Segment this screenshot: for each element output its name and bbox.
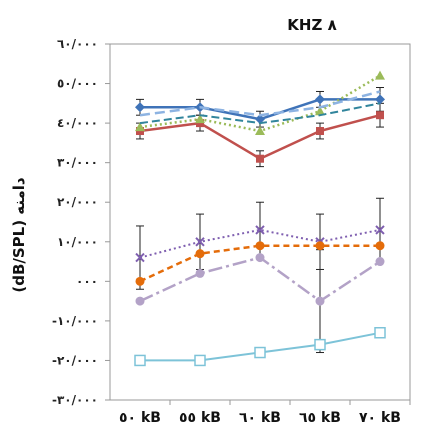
y-tick-label: ٠٠٠ <box>76 274 98 288</box>
y-tick-label: -١٠/٠٠٠ <box>52 314 98 328</box>
data-point <box>135 276 145 286</box>
data-point <box>256 154 264 163</box>
plot-area: ٦٠/٠٠٠ ٥٠/٠٠٠ ٤٠/٠٠٠ ٣٠/٠٠٠ ٢٠/٠٠٠ ١٠/٠٠٠ ٠٠٠ -… <box>52 37 411 426</box>
series-line-5 <box>139 102 381 125</box>
series-line-4 <box>139 90 381 117</box>
series-line-8 <box>139 256 381 303</box>
data-point <box>375 241 385 251</box>
chart-title: KHZ ٨ <box>287 16 336 34</box>
data-point <box>254 346 266 359</box>
data-point <box>315 241 325 251</box>
data-point <box>375 94 385 105</box>
data-point <box>255 126 265 136</box>
x-tick-label: ٥٠ kB <box>119 410 161 426</box>
data-point <box>315 296 325 306</box>
data-point <box>315 106 325 116</box>
data-point <box>135 252 145 263</box>
data-point <box>375 225 385 235</box>
y-tick-label: ٥٠/٠٠٠ <box>57 77 98 91</box>
y-tick-label: -٢٠/٠٠٠ <box>52 353 98 367</box>
y-tick-label: -٣٠/٠٠٠ <box>52 393 98 407</box>
data-point <box>255 114 265 125</box>
series-line-6 <box>139 228 381 259</box>
data-point <box>195 249 205 259</box>
data-point <box>195 114 205 124</box>
data-point <box>255 241 265 251</box>
x-tick-label: ٦٠ kB <box>239 410 281 426</box>
data-point <box>134 354 146 367</box>
data-point <box>375 70 385 80</box>
data-point <box>255 225 265 235</box>
plot-frame <box>109 43 411 401</box>
data-point <box>374 327 386 339</box>
data-point <box>135 122 145 132</box>
y-tick-label: ٦٠/٠٠٠ <box>57 37 98 51</box>
data-point <box>375 257 385 267</box>
data-point <box>135 296 145 306</box>
data-point <box>135 102 145 113</box>
series-line-7 <box>139 244 380 283</box>
x-tick-label: ٥٥ kB <box>179 410 221 426</box>
x-tick-label: ٧٠ kB <box>359 410 401 426</box>
x-tick-label: ٦٥ kB <box>299 410 341 426</box>
y-tick-label: ٢٠/٠٠٠ <box>57 195 98 209</box>
data-point <box>195 268 205 278</box>
data-point <box>194 354 206 367</box>
data-point <box>255 253 265 263</box>
y-tick-label: ٣٠/٠٠٠ <box>57 156 98 170</box>
data-point <box>316 127 324 136</box>
y-axis-label: (dB/SPL) دامنه <box>10 177 28 293</box>
y-tick-label: ٤٠/٠٠٠ <box>57 116 98 130</box>
data-point <box>314 338 326 351</box>
data-point <box>315 94 325 105</box>
data-point <box>195 237 205 247</box>
data-point <box>376 111 384 120</box>
y-tick-label: ١٠/٠٠٠ <box>57 235 98 249</box>
